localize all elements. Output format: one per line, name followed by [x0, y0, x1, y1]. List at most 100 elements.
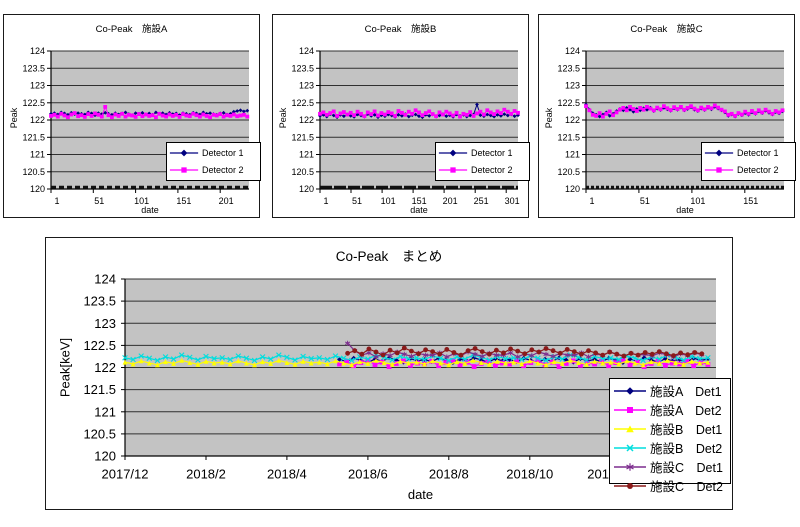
legend-facility-c: Detector 1 Detector 2 — [701, 142, 796, 181]
legend-item-facility-a-det1: 施設A Det1 — [613, 381, 727, 400]
legend-summary: 施設A Det1 施設A Det2 施設B Det1 施設B Det2 施設C … — [609, 378, 731, 494]
legend-label: 施設C Det2 — [650, 480, 723, 494]
svg-text:151: 151 — [743, 196, 758, 206]
svg-text:123: 123 — [94, 316, 116, 331]
chart-title: Co-Peak まとめ — [335, 249, 443, 264]
svg-text:51: 51 — [94, 196, 104, 206]
legend-label: Detector 1 — [202, 147, 244, 158]
svg-text:2018/6: 2018/6 — [348, 467, 388, 482]
legend-item-detector1: Detector 1 — [438, 148, 527, 158]
chart-title: Co-Peak 施設C — [630, 24, 703, 35]
svg-text:201: 201 — [443, 196, 458, 206]
diamond-marker-icon — [438, 149, 468, 157]
svg-text:201: 201 — [219, 196, 234, 206]
svg-text:122.5: 122.5 — [22, 98, 45, 108]
triangle-marker-icon — [614, 425, 646, 432]
square-marker-icon — [704, 167, 734, 173]
legend-item-detector2: Detector 2 — [438, 165, 527, 175]
legend-label: 施設B Det2 — [650, 442, 723, 456]
svg-text:123: 123 — [30, 81, 45, 91]
svg-text:120: 120 — [299, 184, 314, 194]
chart-panel-summary: 124 123.5 123 122.5 122 121.5 121 120.5 120 2017/… — [45, 237, 733, 510]
svg-text:2018/10: 2018/10 — [506, 467, 553, 482]
legend-facility-a: Detector 1 Detector 2 — [166, 142, 261, 181]
svg-text:151: 151 — [412, 196, 427, 206]
legend-label: 施設C Det1 — [650, 461, 723, 475]
legend-label: Detector 2 — [471, 165, 513, 176]
svg-text:123.5: 123.5 — [83, 294, 116, 309]
y-axis-title: Peak — [278, 107, 288, 129]
svg-text:121.5: 121.5 — [22, 132, 45, 142]
chart-panel-facility-a: 124 123.5 123 122.5 122 121.5 121 120.5 120 1 51 10… — [3, 14, 261, 218]
legend-label: 施設A Det1 — [650, 385, 722, 399]
svg-text:2018/8: 2018/8 — [429, 467, 469, 482]
legend-item-detector2: Detector 2 — [169, 165, 258, 175]
svg-text:121.5: 121.5 — [83, 382, 116, 397]
svg-text:124: 124 — [94, 272, 116, 287]
svg-text:122: 122 — [565, 115, 580, 125]
svg-text:122: 122 — [299, 115, 314, 125]
svg-text:121.5: 121.5 — [291, 132, 314, 142]
diamond-marker-icon — [704, 149, 734, 157]
svg-text:251: 251 — [474, 196, 489, 206]
svg-text:51: 51 — [640, 196, 650, 206]
svg-text:120.5: 120.5 — [22, 167, 45, 177]
svg-text:122.5: 122.5 — [291, 98, 314, 108]
svg-text:122.5: 122.5 — [83, 338, 116, 353]
svg-text:120.5: 120.5 — [291, 167, 314, 177]
svg-text:2018/4: 2018/4 — [267, 467, 307, 482]
plot-summary: 124 123.5 123 122.5 122 121.5 121 120.5 120 2017/… — [83, 272, 716, 482]
svg-text:124: 124 — [30, 46, 45, 56]
svg-text:1: 1 — [323, 196, 328, 206]
legend-item-facility-b-det1: 施設B Det1 — [613, 419, 727, 438]
chart-panel-facility-c: 124 123.5 123 122.5 122 121.5 121 120.5 120 1 51 10… — [538, 14, 796, 218]
svg-text:120.5: 120.5 — [557, 167, 580, 177]
legend-item-facility-c-det1: 施設C Det1 — [613, 457, 727, 476]
svg-text:121: 121 — [30, 150, 45, 160]
svg-text:122.5: 122.5 — [557, 98, 580, 108]
svg-text:101: 101 — [690, 196, 705, 206]
y-axis-title: Peak — [9, 107, 19, 129]
svg-text:123: 123 — [565, 81, 580, 91]
legend-label: Detector 1 — [737, 147, 779, 158]
x-axis-title: date — [410, 205, 428, 215]
svg-text:123.5: 123.5 — [291, 63, 314, 73]
svg-text:124: 124 — [299, 46, 314, 56]
square-marker-icon — [169, 167, 199, 173]
svg-text:121: 121 — [299, 150, 314, 160]
y-axis-title: Peak — [544, 107, 554, 129]
circle-marker-icon — [614, 482, 646, 489]
square-marker-icon — [614, 406, 646, 413]
svg-text:122: 122 — [94, 360, 116, 375]
chart-panel-facility-b: 124 123.5 123 122.5 122 121.5 121 120.5 120 1 51 10… — [272, 14, 530, 218]
star-marker-icon — [614, 462, 646, 471]
svg-text:121.5: 121.5 — [557, 132, 580, 142]
svg-text:2018/2: 2018/2 — [186, 467, 226, 482]
x-axis-title: date — [676, 205, 694, 215]
chart-title: Co-Peak 施設B — [364, 24, 437, 35]
y-axis-title: Peak[keV] — [57, 337, 73, 398]
x-axis-title: date — [141, 205, 159, 215]
legend-label: Detector 2 — [737, 165, 779, 176]
legend-facility-b: Detector 1 Detector 2 — [435, 142, 530, 181]
svg-text:120.5: 120.5 — [83, 426, 116, 441]
svg-text:121: 121 — [565, 150, 580, 160]
legend-item-facility-c-det2: 施設C Det2 — [613, 476, 727, 495]
svg-text:123.5: 123.5 — [557, 63, 580, 73]
legend-item-facility-a-det2: 施設A Det2 — [613, 400, 727, 419]
svg-text:101: 101 — [134, 196, 149, 206]
diamond-marker-icon — [169, 149, 199, 157]
svg-text:301: 301 — [505, 196, 520, 206]
legend-label: 施設A Det2 — [650, 404, 722, 418]
svg-text:1: 1 — [54, 196, 59, 206]
svg-text:120: 120 — [30, 184, 45, 194]
diamond-marker-icon — [614, 386, 646, 395]
legend-item-facility-b-det2: 施設B Det2 — [613, 438, 727, 457]
svg-text:123.5: 123.5 — [22, 63, 45, 73]
svg-text:120: 120 — [565, 184, 580, 194]
svg-text:1: 1 — [589, 196, 594, 206]
